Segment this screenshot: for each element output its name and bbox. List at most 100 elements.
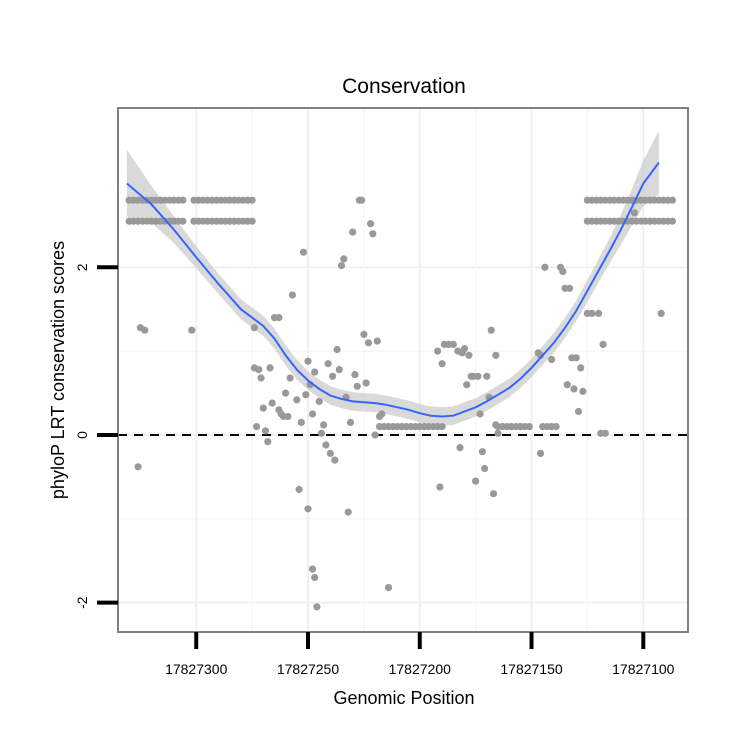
data-point [371,431,379,439]
data-point [456,444,464,452]
data-point [481,464,489,473]
data-point [250,324,258,332]
data-point [293,396,301,404]
data-point [266,364,274,372]
x-axis-title: Genomic Position [333,688,474,708]
data-point [369,230,377,238]
data-point [344,508,352,516]
data-point [595,309,603,317]
data-point [299,248,308,256]
data-point [268,399,276,407]
data-point [288,291,296,299]
data-point [317,429,325,437]
data-point [572,354,580,362]
y-axis: -2 0 2 [74,263,118,609]
y-axis-title: phyloP LRT conservation scores [48,241,68,499]
data-point [579,387,587,395]
smooth-line-layer [126,161,660,418]
data-point [333,345,341,354]
x-tick-label: 17827100 [612,661,675,677]
data-point [478,448,486,456]
data-point [141,326,149,334]
data-point [331,456,339,464]
data-point [378,410,386,418]
x-tick-label: 17827300 [165,661,228,677]
data-point [487,326,495,334]
data-point [134,463,142,471]
data-point [351,371,359,379]
data-point [248,217,256,225]
y-tick-label: 2 [74,263,90,271]
data-point [516,423,525,431]
data-point [253,423,261,431]
y-tick-label: 0 [74,431,90,439]
data-point [304,505,312,513]
data-point [313,603,321,611]
data-point [295,485,303,494]
data-point [601,429,609,437]
grid-lines [118,108,688,632]
data-point [179,196,187,204]
data-point [324,360,332,368]
data-point [599,340,607,348]
data-point [668,196,677,204]
data-point [346,418,355,426]
y-tick-label: -2 [74,596,90,609]
x-tick-label: 17827200 [389,661,452,677]
data-point [248,196,256,204]
data-point [463,381,471,389]
data-point [563,381,571,389]
data-point [302,391,310,399]
chart-title: Conservation [342,75,466,98]
data-point [322,441,330,449]
data-point [438,423,446,431]
data-point [282,389,290,397]
data-point [657,309,665,317]
data-point [559,267,567,276]
data-point [255,366,263,374]
data-point [259,404,267,412]
data-point [476,410,484,418]
data-point [565,284,574,292]
data-point [489,490,498,498]
data-point [284,412,292,421]
data-point [362,379,370,387]
data-point [358,196,366,204]
data-point [570,385,578,393]
data-point [349,228,357,236]
data-point [668,217,677,225]
data-point [465,351,473,359]
data-point [304,357,312,365]
data-point [438,360,446,368]
data-point [548,355,556,364]
data-point [179,217,187,225]
data-point [474,372,482,380]
data-point [326,449,334,457]
data-point [286,374,294,382]
data-point [449,340,457,348]
x-tick-label: 17827150 [500,661,563,677]
data-point [340,255,348,263]
data-point [261,427,270,435]
data-point [275,314,283,322]
data-point [311,573,319,582]
data-point [588,309,596,317]
plot-panel [117,107,689,633]
data-point [552,423,560,431]
data-point [541,263,549,271]
data-point [353,382,361,390]
panel-border [117,107,689,633]
data-point [320,421,328,429]
data-point [384,584,393,592]
data-point [367,220,375,228]
data-point [335,366,343,374]
data-point [460,345,469,353]
data-point [472,477,480,485]
data-point [492,351,500,359]
data-point [630,209,639,217]
data-point [308,565,317,573]
data-point [536,449,545,457]
data-point [436,483,444,491]
data-point [525,423,533,431]
